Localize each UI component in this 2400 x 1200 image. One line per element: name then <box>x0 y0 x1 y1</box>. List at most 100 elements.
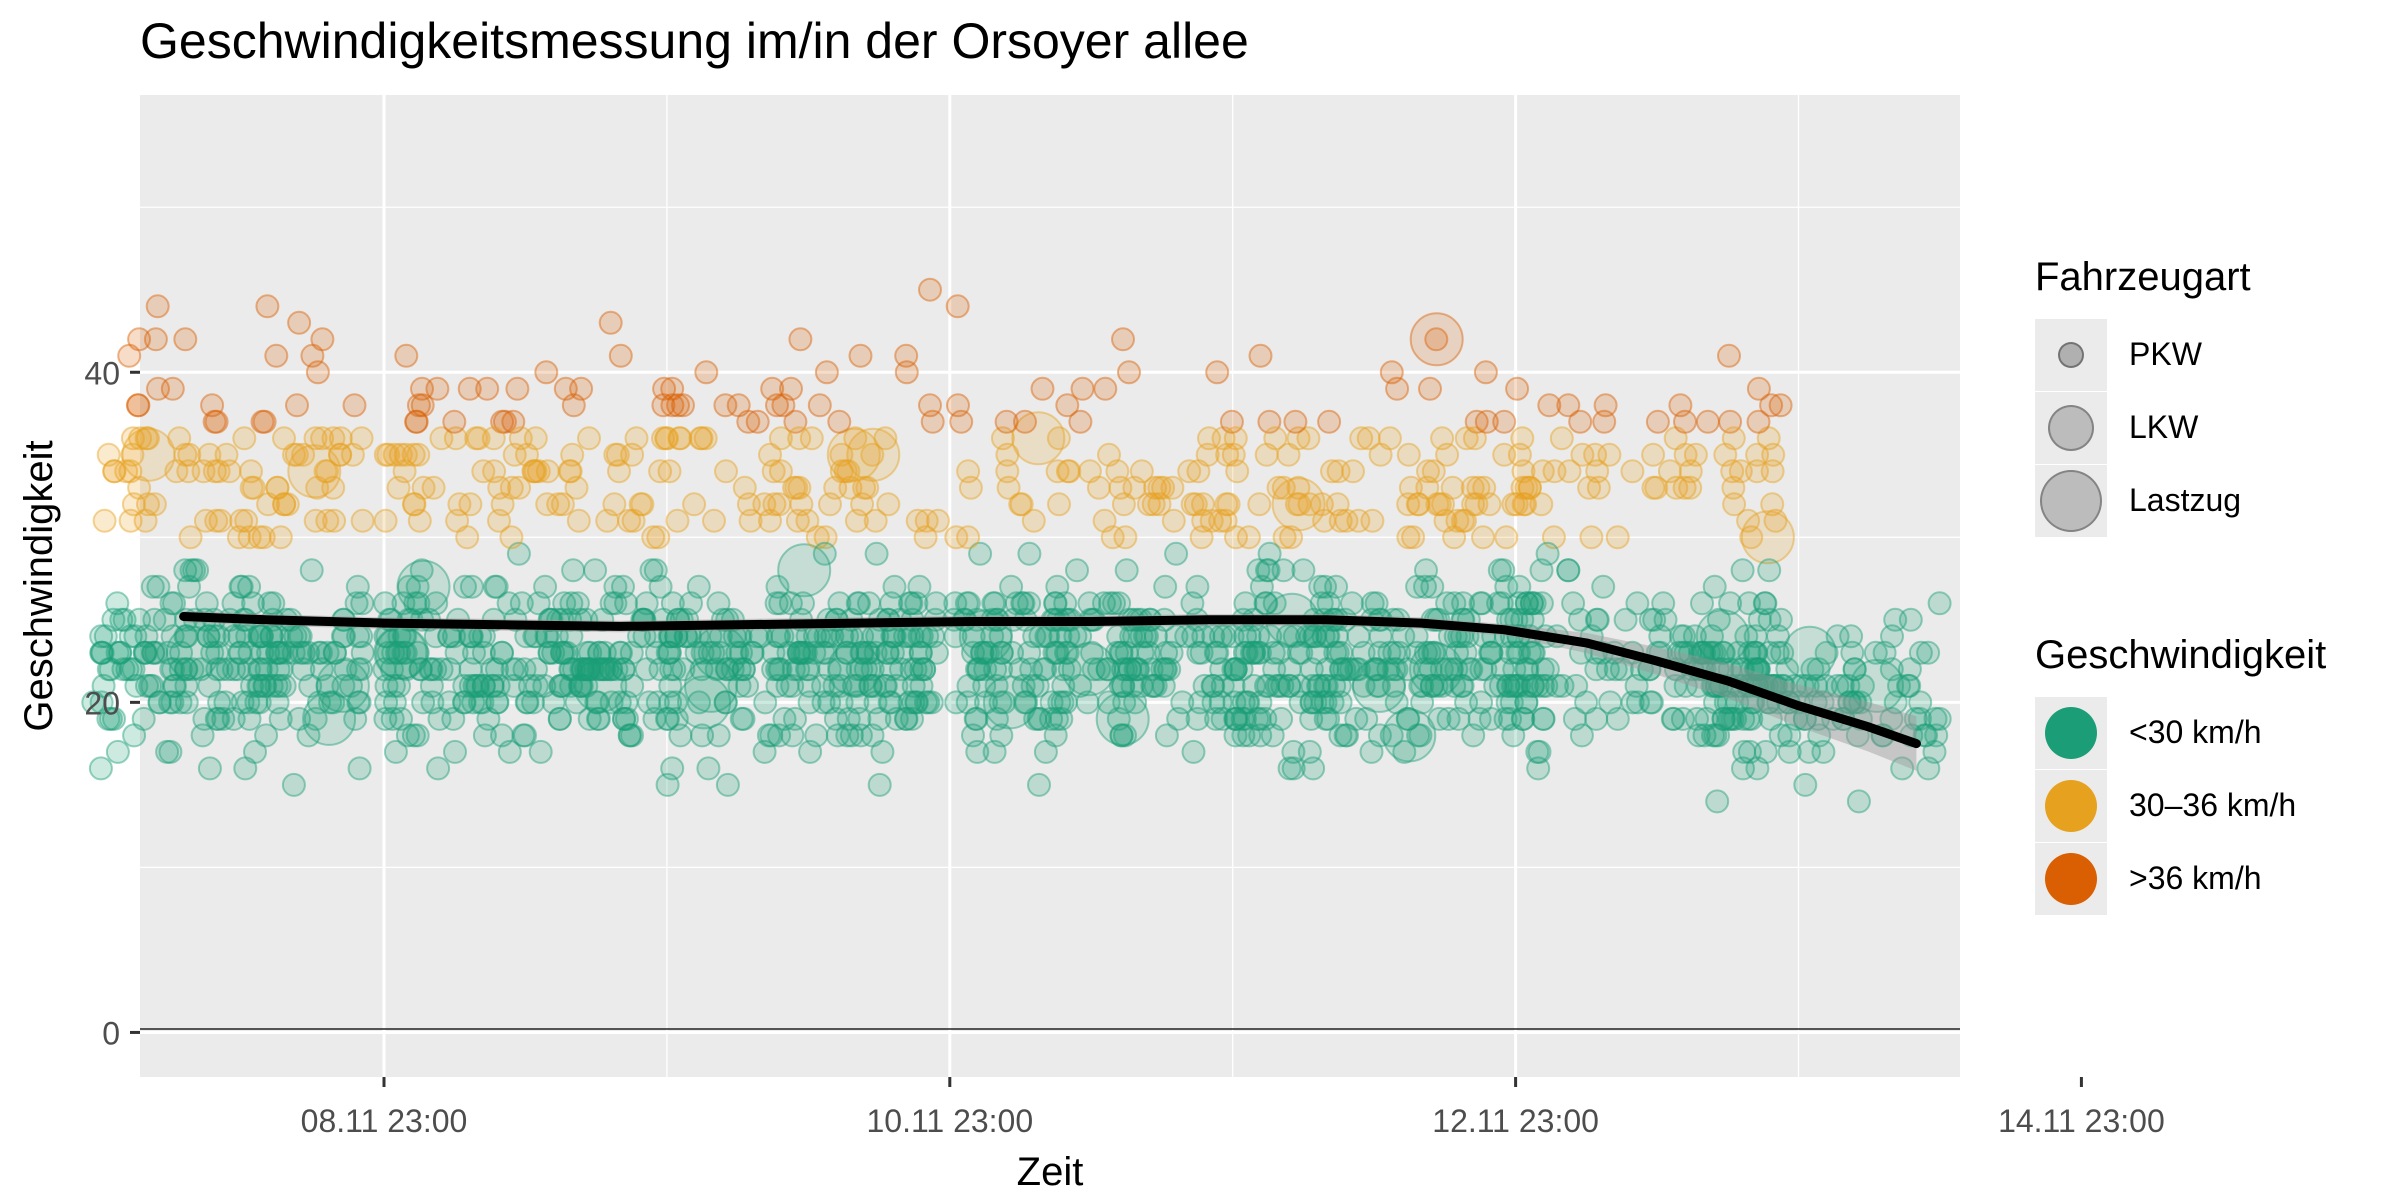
data-point <box>232 426 257 451</box>
data-point <box>812 541 837 566</box>
data-point <box>1212 624 1237 649</box>
data-point <box>501 409 526 434</box>
data-point <box>1109 723 1134 748</box>
data-point <box>1577 475 1602 500</box>
data-point <box>282 442 306 467</box>
data-point <box>121 492 146 517</box>
data-point <box>1746 657 1771 682</box>
data-point <box>1520 591 1544 616</box>
data-point <box>550 492 575 517</box>
data-point <box>1299 706 1324 731</box>
data-point <box>1277 673 1302 698</box>
data-point <box>389 706 413 731</box>
data-point <box>684 658 738 713</box>
data-point <box>1753 591 1778 616</box>
data-point <box>553 376 578 401</box>
data-point <box>655 706 679 731</box>
data-point <box>1023 706 1048 731</box>
data-point <box>617 723 642 748</box>
data-point <box>1514 591 1539 616</box>
data-point <box>521 459 546 484</box>
data-point <box>127 607 152 632</box>
data-point <box>1100 525 1125 550</box>
data-point <box>437 657 462 682</box>
data-point <box>956 673 981 698</box>
data-point <box>943 591 968 616</box>
data-point <box>1109 723 1134 748</box>
data-point <box>391 591 416 616</box>
data-point <box>404 409 429 434</box>
data-point <box>471 640 496 665</box>
data-point <box>1313 574 1338 599</box>
data-point <box>1645 409 1670 434</box>
data-point <box>836 459 861 484</box>
data-point <box>648 657 673 682</box>
color-key-fast <box>2035 842 2107 915</box>
data-point <box>1753 739 1778 764</box>
data-point <box>1469 657 1494 682</box>
data-point <box>1205 640 1230 665</box>
data-point <box>1695 609 1750 664</box>
data-point <box>1309 591 1334 616</box>
data-point <box>1556 558 1581 583</box>
data-point <box>1418 376 1442 401</box>
data-point <box>229 574 254 599</box>
data-point <box>577 426 601 451</box>
data-point <box>956 459 981 484</box>
data-point <box>1504 673 1529 698</box>
data-point <box>1670 706 1695 731</box>
data-point <box>736 409 761 434</box>
data-point <box>1010 591 1035 616</box>
data-point <box>1502 657 1527 682</box>
data-point <box>1236 525 1261 550</box>
data-point <box>321 426 346 451</box>
data-point <box>1598 690 1623 715</box>
data-point <box>1191 492 1215 517</box>
data-point <box>251 525 276 550</box>
data-point <box>252 673 277 698</box>
data-point <box>795 508 820 533</box>
data-point <box>1248 690 1273 715</box>
data-point <box>775 673 800 698</box>
data-point <box>847 706 872 731</box>
data-point <box>1087 657 1112 682</box>
data-point <box>926 508 950 533</box>
data-point <box>1053 690 1078 715</box>
data-point <box>166 625 220 680</box>
data-point <box>634 591 659 616</box>
data-point <box>706 591 731 616</box>
data-point <box>373 591 398 616</box>
data-point <box>1759 393 1784 418</box>
data-point <box>1309 492 1334 517</box>
data-point <box>1420 574 1445 599</box>
data-point <box>410 376 434 401</box>
data-point <box>1825 673 1850 698</box>
data-point <box>1221 673 1246 698</box>
data-point <box>285 393 309 418</box>
data-point <box>1077 591 1102 616</box>
data-point <box>702 508 726 533</box>
data-point <box>287 624 311 649</box>
data-point <box>342 393 367 418</box>
data-point <box>704 657 729 682</box>
data-point <box>1520 673 1545 698</box>
data-point <box>328 442 352 467</box>
data-point <box>1514 657 1539 682</box>
data-point <box>995 459 1020 484</box>
data-point <box>777 543 832 598</box>
data-point <box>1711 706 1736 731</box>
data-point <box>158 690 183 715</box>
data-point <box>905 508 930 533</box>
data-point <box>537 640 562 665</box>
data-point <box>402 492 427 517</box>
data-point <box>863 640 888 665</box>
data-point <box>202 624 227 649</box>
data-point <box>1313 690 1338 715</box>
data-point <box>989 640 1014 665</box>
data-point <box>912 657 937 682</box>
data-point <box>1466 475 1491 500</box>
data-point <box>1335 723 1359 748</box>
data-point <box>464 673 489 698</box>
data-point <box>1583 442 1608 467</box>
data-point <box>267 673 292 698</box>
